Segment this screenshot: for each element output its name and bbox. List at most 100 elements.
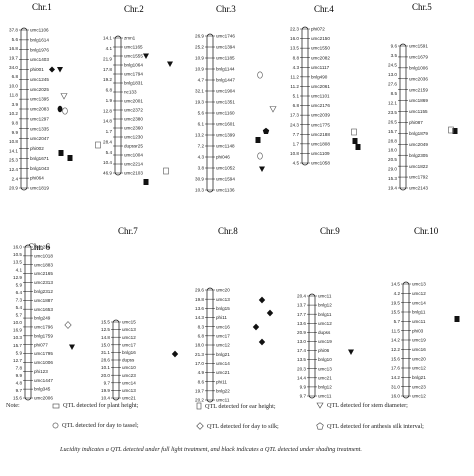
- distance-label: 10.0: [13, 320, 22, 325]
- chromosome-title: Chr.1: [32, 2, 52, 12]
- distance-label: 9.6: [391, 44, 398, 49]
- qtl-solid-rect-icon: [255, 137, 261, 143]
- marker-label: umc2372: [124, 108, 143, 113]
- marker-label: umc1653: [34, 307, 53, 312]
- qtl-outline-rect-icon: [351, 128, 357, 136]
- marker-label: bnlg22: [216, 388, 230, 393]
- distance-label: 1.7: [293, 141, 300, 146]
- marker-label: umc21: [122, 396, 136, 401]
- marker-label: bnlg21: [412, 375, 426, 380]
- distance-label: 16.9: [13, 328, 22, 333]
- marker-label: umc2036: [409, 76, 428, 81]
- distance-label: 14.2: [391, 375, 400, 380]
- qtl-solid-circle-icon: [57, 105, 63, 113]
- distance-label: 15.6: [13, 396, 22, 401]
- distance-label: 1.7: [106, 129, 113, 134]
- marker-label: umc2001: [124, 99, 143, 104]
- qtl-solid-tri-icon: [143, 53, 149, 59]
- qtl-solid-tri-icon: [259, 166, 265, 172]
- marker-label: bnlg1879: [409, 131, 428, 136]
- distance-label: 9.7: [300, 394, 307, 399]
- distance-label: 16.0: [13, 245, 22, 250]
- marker-label: umc1395: [30, 97, 49, 102]
- distance-label: 13.5: [13, 260, 22, 265]
- marker-label: umc1796: [34, 325, 53, 330]
- distance-label: 12.2: [391, 347, 400, 352]
- qtl-solid-tri-icon: [348, 349, 354, 355]
- marker-label: umc23: [122, 373, 136, 378]
- marker-label: phi002: [30, 146, 44, 151]
- marker-label: umc1058: [311, 161, 330, 166]
- qtl-solid-pentagon-icon: [262, 127, 270, 134]
- marker-label: umc14: [122, 380, 136, 385]
- marker-label: umc2083: [30, 107, 49, 112]
- distance-label: 11.2: [290, 84, 299, 89]
- marker-label: umc17: [216, 333, 230, 338]
- marker-label: bnlg1144: [216, 67, 235, 72]
- marker-label: umc1117: [311, 65, 330, 70]
- marker-label: phi123: [34, 369, 48, 374]
- marker-label: bnlg11: [318, 312, 332, 317]
- marker-label: umc1679: [409, 55, 428, 60]
- marker-label: phi072: [311, 27, 325, 32]
- distance-label: 9.9: [12, 130, 19, 135]
- outline-rect-icon: [52, 403, 60, 408]
- chromosome-9: Chr.9 umc11 bnlg12 bnlg11 umc12 dupss umc19 phi…: [297, 226, 340, 399]
- distance-label: 15.3: [388, 176, 397, 181]
- distance-label: 3.9: [12, 102, 19, 107]
- distance-label: 15.5: [101, 320, 110, 325]
- distance-label: 10.3: [13, 335, 22, 340]
- distance-label: 9.7: [104, 380, 111, 385]
- marker-label: umc2049: [409, 142, 428, 147]
- qtl-outline-rect-icon: [163, 167, 169, 175]
- legend-text: QTL detected for ear height;: [205, 402, 276, 410]
- marker-label: phi06: [318, 348, 330, 353]
- marker-label: umc2082: [311, 55, 330, 60]
- distance-label: 13.6: [195, 306, 204, 311]
- marker-label: umc11: [412, 319, 426, 324]
- distance-label: 5.1: [293, 94, 300, 99]
- chromosome-7: Chr.7 umc15 umc13 umc12 umc17 bnlg16 dupss umc1…: [101, 226, 138, 401]
- distance-label: 26.9: [195, 34, 204, 39]
- marker-label: umc1018: [34, 253, 53, 258]
- marker-label: umc1109: [311, 151, 330, 156]
- distance-label: 31.1: [101, 350, 110, 355]
- chromosome-title: Chr.7: [118, 226, 138, 236]
- marker-label: umc2006: [34, 396, 53, 401]
- distance-label: 25.3: [9, 158, 18, 163]
- distance-label: 26.5: [388, 119, 397, 124]
- marker-label: umc13: [122, 388, 136, 393]
- qtl-outline-circle-icon: [62, 107, 68, 115]
- marker-label: phi001: [30, 67, 44, 72]
- distance-label: 5.4: [106, 150, 113, 155]
- distance-label: 20.5: [388, 157, 397, 162]
- distance-label: 14.8: [103, 119, 112, 124]
- distance-label: 27.6: [388, 81, 397, 86]
- marker-label: umc11: [318, 394, 332, 399]
- distance-label: 12.7: [13, 358, 22, 363]
- distance-label: 20.9: [9, 186, 18, 191]
- marker-label: umc1869: [409, 98, 428, 103]
- marker-label: umc1399: [216, 133, 235, 138]
- distance-label: 19.2: [103, 77, 112, 82]
- distance-label: 4.2: [394, 291, 401, 296]
- chromosome-title: Chr.4: [314, 4, 334, 14]
- marker-label: umc1792: [409, 175, 428, 180]
- marker-label: phi11: [216, 315, 227, 320]
- marker-label: umc14: [216, 361, 230, 366]
- distance-label: 7.3: [16, 297, 23, 302]
- distance-label: 14.4: [297, 375, 306, 380]
- marker-label: bnlg15: [216, 306, 230, 311]
- marker-label: umc2380: [124, 117, 143, 122]
- marker-label: phi03: [412, 328, 424, 333]
- distance-label: 28.4: [103, 139, 112, 144]
- distance-label: 19.5: [391, 300, 400, 305]
- qtl-outline-tri-icon: [269, 106, 277, 113]
- distance-label: 12.4: [9, 167, 18, 172]
- distance-label: 9.9: [300, 385, 307, 390]
- chromosome-5: Chr.5 umc1591 umc1679 bnlg1006 umc2036 umc215…: [388, 2, 432, 191]
- legend-item-plant-height: QTL detected for plant height;: [52, 402, 138, 409]
- distance-label: 14.3: [195, 315, 204, 320]
- qtl-outline-circle-icon: [257, 152, 263, 160]
